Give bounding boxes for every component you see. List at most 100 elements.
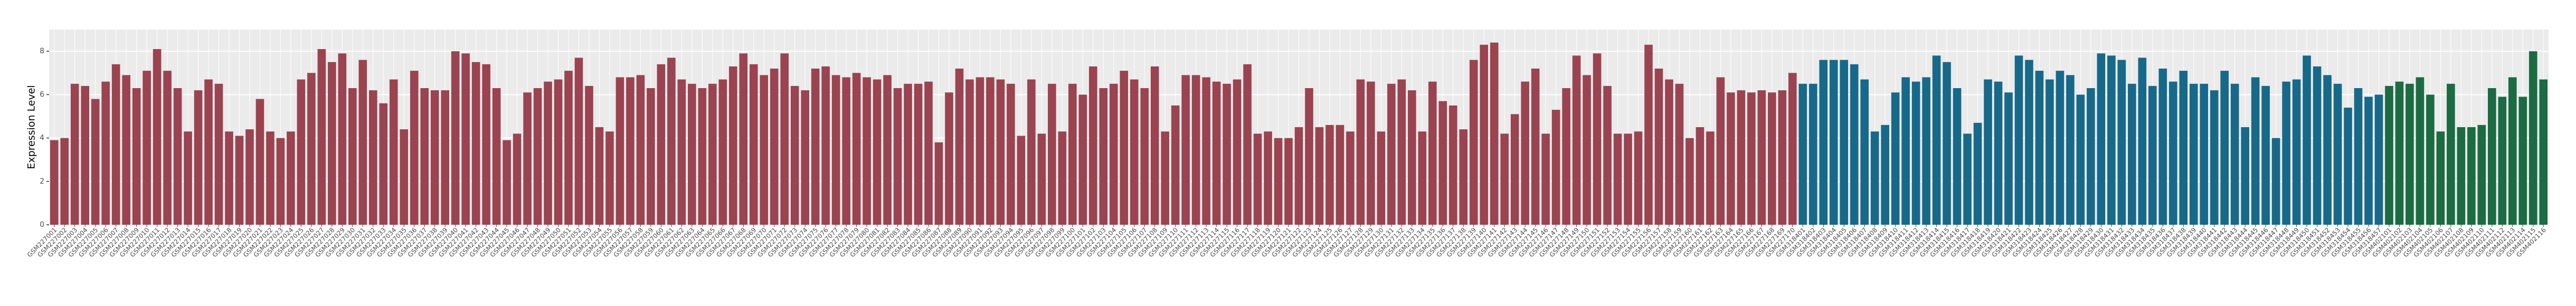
bar: [369, 90, 377, 225]
bar: [2025, 60, 2033, 225]
bar: [821, 66, 830, 225]
bar: [91, 99, 100, 225]
bar: [235, 136, 244, 225]
bar: [564, 71, 573, 225]
bar: [1881, 125, 1889, 225]
bar: [1613, 133, 1622, 225]
bar: [1737, 90, 1746, 225]
bar: [1727, 92, 1735, 225]
bar: [904, 83, 912, 225]
bar: [317, 49, 326, 225]
bar: [1397, 79, 1406, 225]
bar: [2323, 75, 2332, 225]
bar: [471, 62, 480, 225]
bar: [1191, 75, 1200, 225]
bar: [2405, 83, 2414, 225]
bar: [1634, 131, 1643, 225]
bar: [1510, 114, 1519, 225]
bar: [996, 79, 1005, 225]
bar: [1243, 64, 1252, 225]
bar: [2035, 71, 2044, 225]
bar: [739, 53, 748, 225]
bar: [2066, 75, 2075, 225]
bar: [1068, 83, 1077, 225]
bar: [976, 77, 984, 225]
bar: [1716, 77, 1725, 225]
bar: [955, 69, 964, 225]
bar: [1808, 83, 1817, 225]
bar: [1325, 125, 1334, 225]
bar: [893, 88, 902, 225]
bar: [1901, 77, 1910, 225]
bar: [1984, 79, 1992, 225]
y-axis-label: Expression Level: [26, 85, 37, 169]
bar: [1212, 81, 1221, 225]
bar: [1654, 69, 1663, 225]
bar: [1706, 131, 1715, 225]
bar: [1891, 92, 1900, 225]
bar: [1418, 131, 1427, 225]
bar: [60, 138, 69, 225]
bar: [934, 142, 943, 225]
bar: [276, 138, 285, 225]
bar: [842, 77, 850, 225]
bar: [2014, 55, 2023, 225]
bar: [2333, 83, 2342, 225]
bar: [1448, 105, 1457, 225]
bar: [1007, 83, 1015, 225]
bar: [111, 64, 120, 225]
bar: [2528, 51, 2537, 225]
bar: [1922, 77, 1930, 225]
bar: [2303, 55, 2311, 225]
bar: [2354, 88, 2363, 225]
bar: [1150, 66, 1159, 225]
bar: [1058, 131, 1067, 225]
bar: [1562, 88, 1570, 225]
bar: [2251, 77, 2260, 225]
bar: [1315, 127, 1324, 225]
bar: [163, 71, 172, 225]
bar: [441, 90, 449, 225]
bar: [2447, 83, 2455, 225]
bar: [1171, 105, 1180, 225]
bar: [1284, 138, 1293, 225]
bar: [1531, 69, 1540, 225]
bar: [255, 99, 264, 225]
bar: [122, 75, 130, 225]
bar: [2271, 138, 2280, 225]
bar: [2179, 71, 2188, 225]
bar: [389, 79, 398, 225]
bar: [2385, 85, 2393, 225]
bar: [688, 83, 696, 225]
bar: [2498, 97, 2507, 225]
bar: [2004, 92, 2013, 225]
bar: [1480, 44, 1489, 225]
bar: [2168, 81, 2177, 225]
bar: [482, 64, 490, 225]
bar: [266, 131, 274, 225]
bar: [780, 53, 789, 225]
bar: [1078, 94, 1087, 225]
bar: [132, 88, 141, 225]
bar: [1438, 101, 1447, 225]
bar: [2344, 108, 2352, 225]
bar: [1911, 81, 1920, 225]
bar: [544, 81, 552, 225]
bar: [2436, 131, 2445, 225]
bar: [1583, 75, 1591, 225]
bar: [533, 88, 542, 225]
bar: [605, 131, 614, 225]
bar: [1572, 55, 1581, 225]
bar: [718, 79, 727, 225]
bar: [554, 79, 563, 225]
bar: [1202, 77, 1210, 225]
bar: [1305, 88, 1313, 225]
bar: [451, 51, 460, 225]
bar: [2210, 90, 2219, 225]
bar: [420, 88, 429, 225]
bar: [1294, 127, 1303, 225]
bar: [1551, 110, 1560, 225]
bar: [1521, 81, 1529, 225]
bar: [2148, 85, 2157, 225]
